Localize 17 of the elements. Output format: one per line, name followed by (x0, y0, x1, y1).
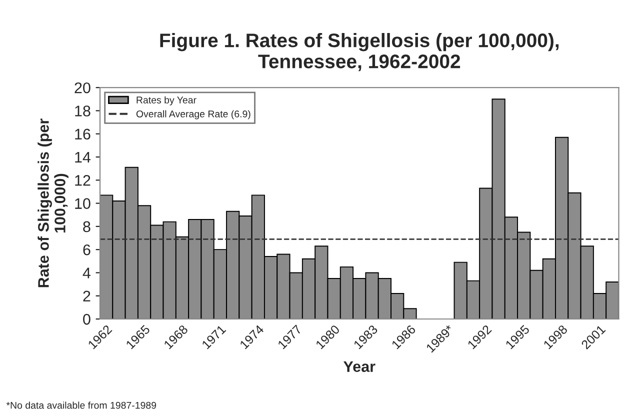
y-tick-label: 6 (83, 244, 90, 256)
text: *No data available from 1987-1989 (6, 402, 156, 409)
y-axis-title: Rate of Shigellosis (per 100,000) (38, 118, 68, 288)
y-tick-label: 4 (82, 268, 91, 278)
y-tick-label: 20 (74, 82, 90, 94)
y-tick-label: 2 (83, 290, 90, 302)
legend-label: Rates by Year (136, 96, 196, 106)
y-tick-label: 8 (83, 221, 90, 232)
y-tick-label: 10 (75, 198, 90, 209)
y-tick-label: 0 (83, 314, 90, 325)
y-tick-label: 16 (75, 128, 90, 140)
legend-label: Overall Average Rate (6.9) (136, 110, 250, 120)
x-axis-title: Year (343, 361, 376, 372)
chart-title: Figure 1. Rates of Shigellosis (per 100,000), Tennessee, 1962-2002 (160, 33, 559, 72)
y-tick-label: 12 (75, 175, 90, 186)
y-tick-label: 14 (75, 152, 91, 163)
y-tick-label: 18 (75, 106, 90, 116)
